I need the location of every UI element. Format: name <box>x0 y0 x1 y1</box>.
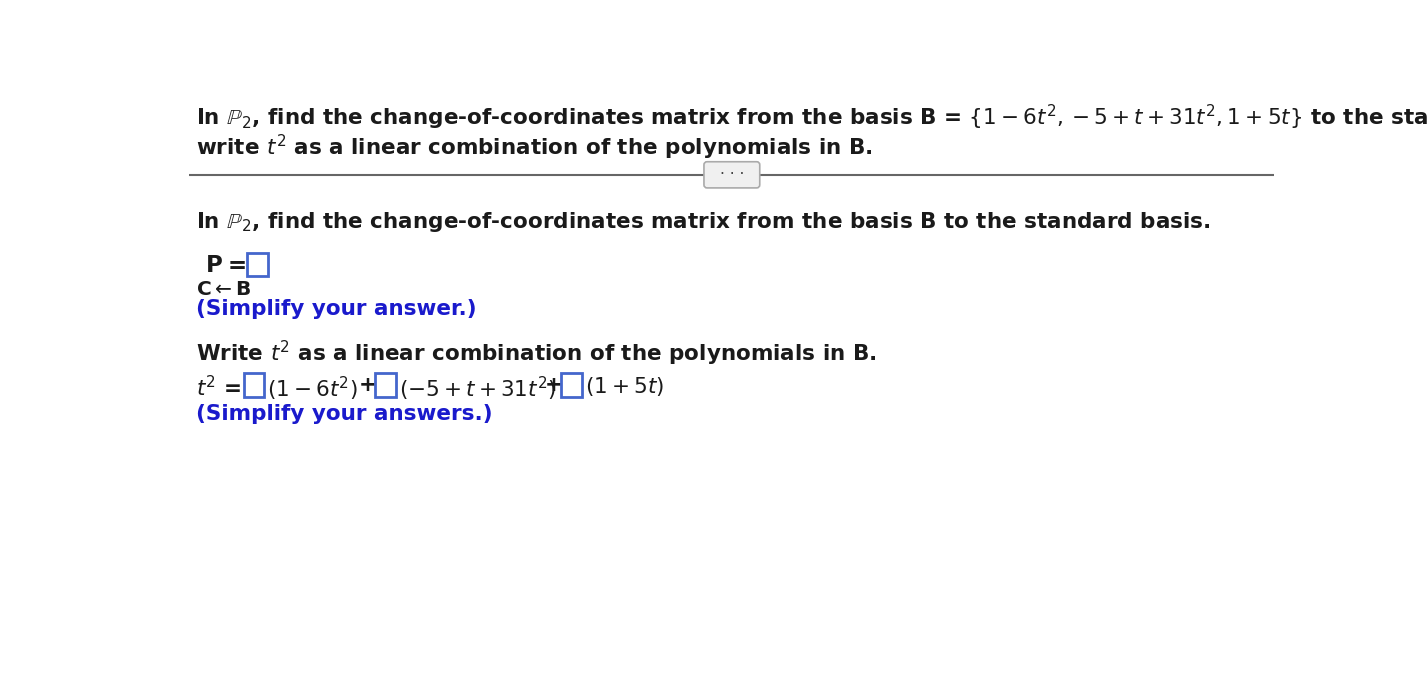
Text: +: + <box>544 375 563 395</box>
Text: In $\mathbb{P}_2$, find the change-of-coordinates matrix from the basis B to the: In $\mathbb{P}_2$, find the change-of-co… <box>196 210 1210 235</box>
Text: $t^2$ =: $t^2$ = <box>196 375 241 400</box>
Text: C$\leftarrow$B: C$\leftarrow$B <box>196 280 251 299</box>
Text: P: P <box>206 254 223 277</box>
Text: $(1 + 5t)$: $(1 + 5t)$ <box>584 375 664 398</box>
Text: (Simplify your answer.): (Simplify your answer.) <box>196 299 476 319</box>
FancyBboxPatch shape <box>704 162 760 188</box>
Bar <box>561 373 581 396</box>
Text: $(-5 + t + 31t^2)$: $(-5 + t + 31t^2)$ <box>398 375 555 403</box>
Text: $(1 - 6t^2)$: $(1 - 6t^2)$ <box>267 375 357 403</box>
Bar <box>247 253 267 276</box>
Bar <box>244 373 264 396</box>
Text: In $\mathbb{P}_2$, find the change-of-coordinates matrix from the basis B = $\{1: In $\mathbb{P}_2$, find the change-of-co… <box>196 102 1428 131</box>
Text: Write $t^2$ as a linear combination of the polynomials in B.: Write $t^2$ as a linear combination of t… <box>196 339 877 368</box>
Text: · · ·: · · · <box>720 167 744 183</box>
Text: +: + <box>358 375 377 395</box>
Text: (Simplify your answers.): (Simplify your answers.) <box>196 404 493 424</box>
Text: write $t^2$ as a linear combination of the polynomials in B.: write $t^2$ as a linear combination of t… <box>196 133 873 162</box>
Text: =: = <box>227 254 247 277</box>
Bar <box>376 373 396 396</box>
